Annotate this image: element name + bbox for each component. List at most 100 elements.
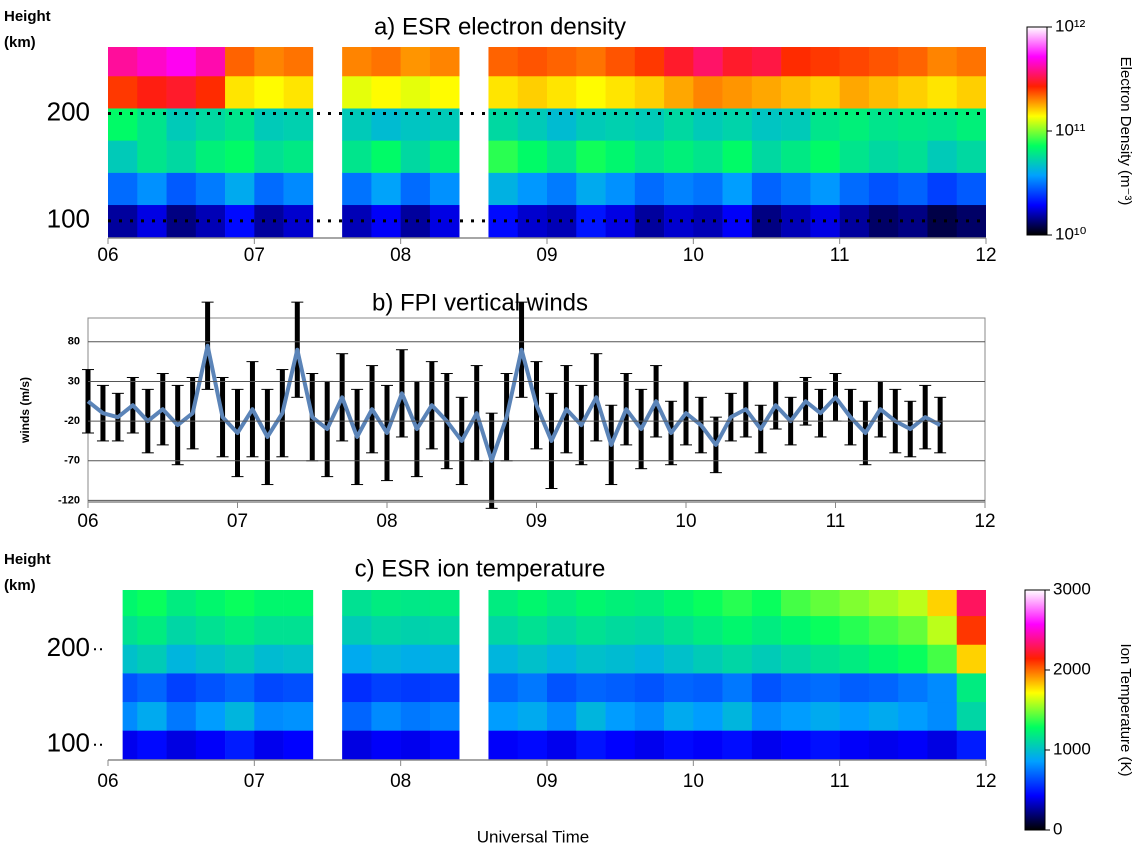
heatmap-cell — [722, 140, 753, 173]
heatmap-cell — [576, 172, 606, 206]
heatmap-cell — [517, 75, 548, 109]
heatmap-cell — [927, 140, 958, 173]
heatmap-cell — [137, 140, 167, 173]
heatmap-cell — [400, 590, 431, 617]
colorbar-tick-label: 10¹¹ — [1055, 120, 1086, 139]
heatmap-cell — [839, 673, 870, 703]
colorbar-tick-label: 0 — [1053, 819, 1062, 838]
heatmap-cell — [400, 701, 431, 731]
heatmap-cell — [371, 615, 401, 645]
heatmap-cell — [781, 590, 811, 617]
heatmap-cell — [605, 172, 636, 206]
heatmap-cell — [371, 673, 401, 703]
colorbar-tick-label: 10¹² — [1055, 16, 1086, 35]
heatmap-cell — [342, 140, 372, 173]
heatmap-cell — [195, 75, 226, 109]
heatmap-cell — [429, 204, 460, 238]
heatmap-cell — [400, 75, 431, 109]
heatmap — [122, 590, 986, 760]
heatmap-cell — [839, 730, 870, 760]
heatmap-cell — [137, 47, 167, 77]
heatmap-cell — [634, 673, 665, 703]
heatmap-cell — [605, 701, 636, 731]
heatmap-cell — [576, 204, 606, 238]
heatmap-cell — [517, 701, 548, 731]
heatmap-cell — [693, 108, 723, 141]
colorbar-tick-label: 2000 — [1053, 659, 1091, 678]
heatmap-cell — [693, 673, 723, 703]
heatmap-cell — [898, 615, 928, 645]
heatmap-cell — [576, 701, 606, 731]
heatmap-cell — [664, 204, 694, 238]
x-tick-label: 06 — [97, 771, 118, 792]
heatmap-cell — [225, 590, 255, 617]
heatmap-cell — [166, 75, 197, 109]
heatmap-cell — [576, 590, 606, 617]
heatmap-cell — [898, 644, 928, 674]
heatmap-cell — [137, 615, 167, 645]
x-tick-label: 08 — [376, 511, 397, 532]
heatmap-cell — [898, 140, 928, 173]
heatmap-cell — [839, 47, 870, 77]
heatmap-cell — [488, 615, 519, 645]
x-tick-label: 08 — [390, 771, 411, 792]
heatmap-cell — [517, 615, 548, 645]
heatmap-cell — [488, 108, 519, 141]
heatmap-cell — [342, 673, 372, 703]
heatmap-cell — [108, 47, 138, 77]
heatmap-cell — [868, 75, 899, 109]
heatmap-cell — [810, 47, 840, 77]
heatmap-cell — [605, 204, 636, 238]
colorbar — [1024, 589, 1046, 831]
heatmap-cell — [751, 590, 782, 617]
heatmap-cell — [547, 590, 577, 617]
heatmap-cell — [488, 47, 519, 77]
heatmap-cell — [576, 75, 606, 109]
heatmap-cell — [195, 140, 226, 173]
heatmap-cell — [137, 730, 167, 760]
heatmap-cell — [137, 590, 167, 617]
heatmap-cell — [254, 730, 284, 760]
x-tick-label: 12 — [974, 511, 995, 532]
heatmap-cell — [781, 701, 811, 731]
heatmap-cell — [488, 204, 519, 238]
heatmap-cell — [517, 204, 548, 238]
panel-title: b) FPI vertical winds — [372, 289, 588, 316]
heatmap-cell — [664, 108, 694, 141]
heatmap-cell — [956, 75, 986, 109]
heatmap-cell — [722, 172, 753, 206]
heatmap-cell — [810, 730, 840, 760]
heatmap-cell — [810, 590, 840, 617]
heatmap-cell — [664, 47, 694, 77]
heatmap-cell — [927, 730, 958, 760]
wind-line — [86, 343, 942, 463]
heatmap-cell — [751, 644, 782, 674]
heatmap-cell — [634, 644, 665, 674]
heatmap-cell — [839, 615, 870, 645]
heatmap-cell — [254, 644, 284, 674]
heatmap-cell — [839, 204, 870, 238]
heatmap-cell — [517, 644, 548, 674]
heatmap-cell — [927, 615, 958, 645]
x-axis-label: Universal Time — [477, 827, 589, 846]
heatmap-cell — [693, 701, 723, 731]
heatmap-cell — [898, 75, 928, 109]
heatmap-cell — [283, 644, 314, 674]
heatmap-cell — [225, 673, 255, 703]
heatmap-cell — [371, 140, 401, 173]
heatmap-cell — [166, 590, 197, 617]
heatmap-cell — [429, 673, 460, 703]
heatmap-cell — [108, 108, 138, 141]
heatmap-cell — [810, 140, 840, 173]
heatmap-cell — [956, 108, 986, 141]
heatmap-cell — [781, 108, 811, 141]
heatmap-cell — [254, 701, 284, 731]
heatmap-cell — [517, 673, 548, 703]
heatmap-cell — [956, 204, 986, 238]
panel-title: c) ESR ion temperature — [355, 555, 606, 582]
y-axis-label: winds (m/s) — [18, 377, 32, 444]
heatmap-cell — [254, 75, 284, 109]
heatmap-cell — [283, 730, 314, 760]
heatmap-cell — [722, 644, 753, 674]
